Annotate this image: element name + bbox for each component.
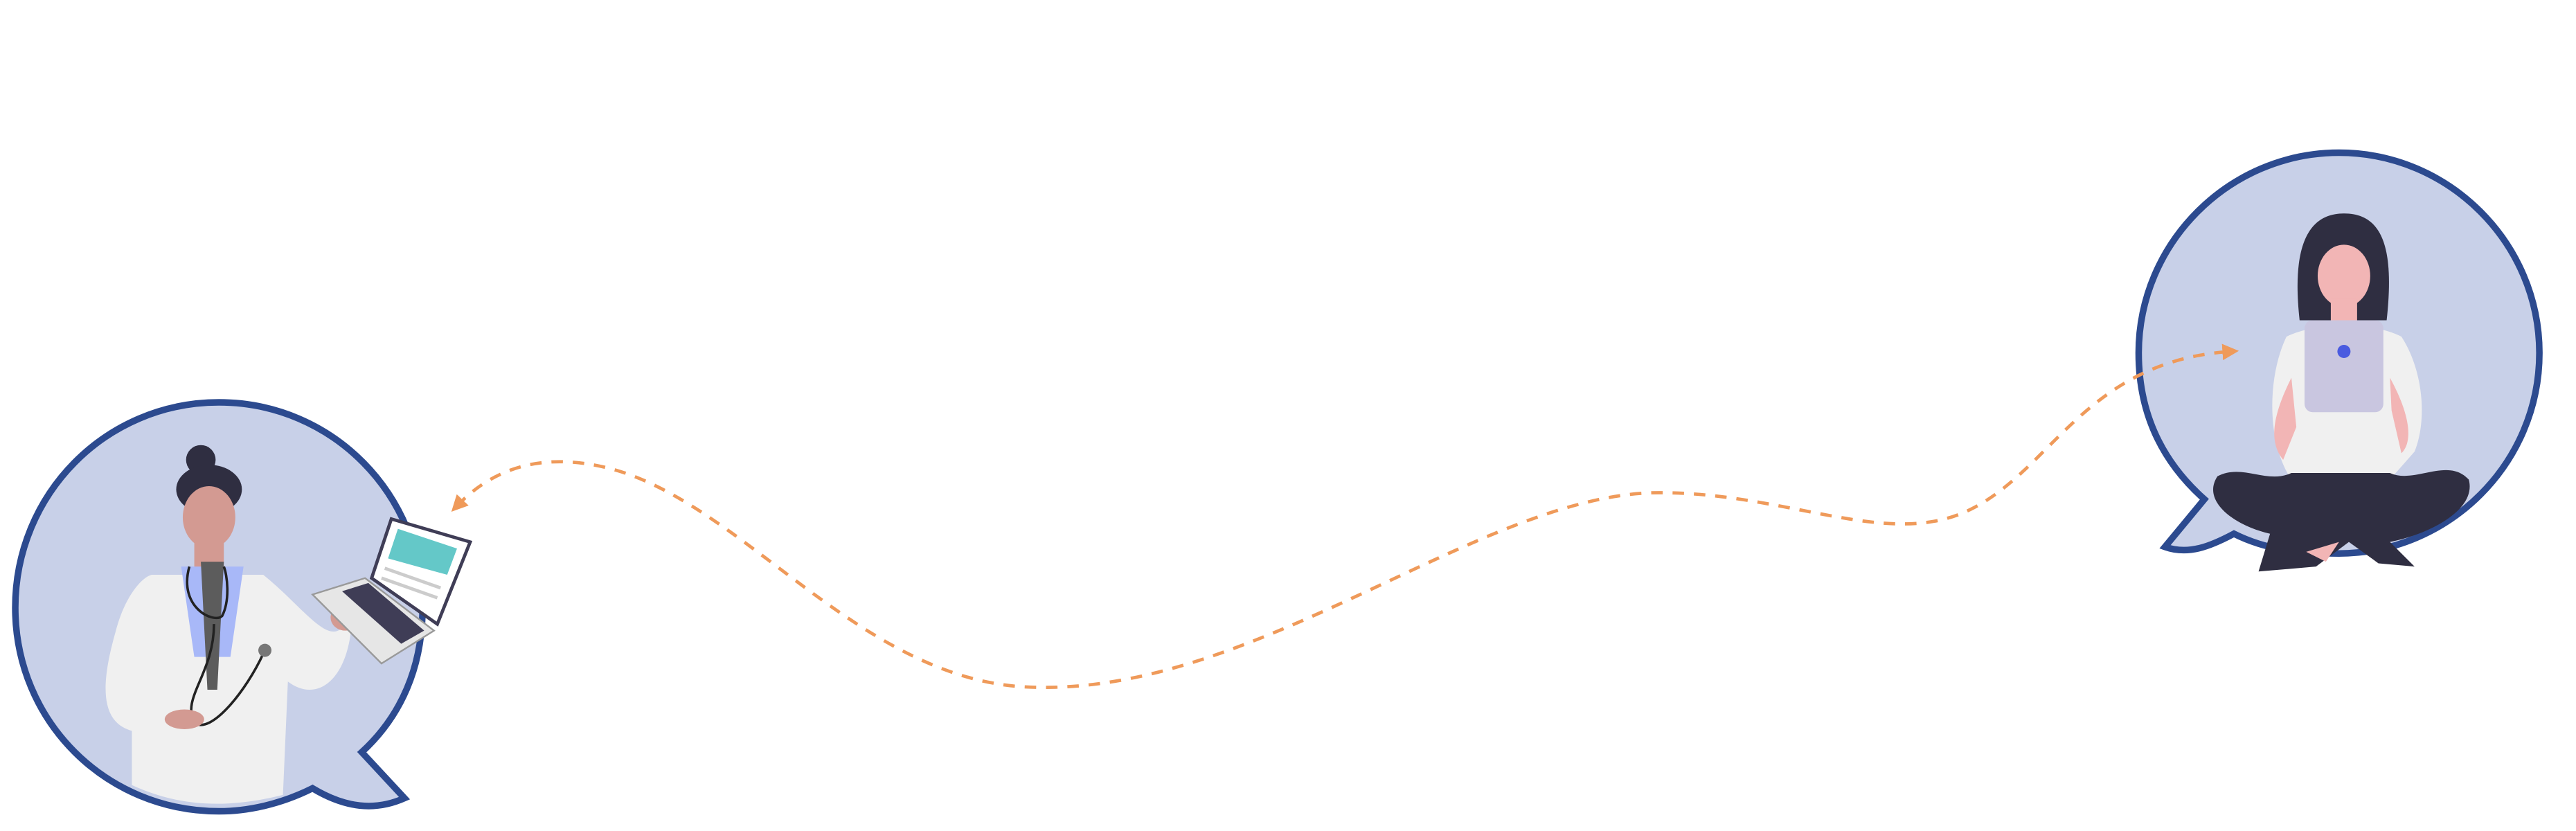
lab-coat (105, 575, 352, 804)
face (182, 485, 235, 549)
dashed-connector (451, 343, 2239, 689)
arm-right (2390, 377, 2408, 454)
laptop (311, 517, 473, 665)
patient-figure (2213, 213, 2470, 572)
doctor-bubble (12, 399, 473, 815)
laptop-keyboard (341, 582, 424, 644)
foot (2306, 542, 2339, 562)
tablet-button (2337, 345, 2351, 358)
legs (2213, 470, 2470, 572)
tablet (2304, 320, 2383, 413)
stethoscope (186, 566, 229, 620)
laptop-lines (381, 566, 442, 600)
stethoscope-head (258, 643, 272, 657)
hand-left (164, 709, 204, 729)
tie (201, 562, 224, 690)
patient-bubble (2135, 149, 2543, 572)
face (2317, 244, 2370, 307)
arm-left (2274, 377, 2297, 461)
laptop-display (388, 528, 457, 575)
doctor-figure (105, 445, 361, 804)
